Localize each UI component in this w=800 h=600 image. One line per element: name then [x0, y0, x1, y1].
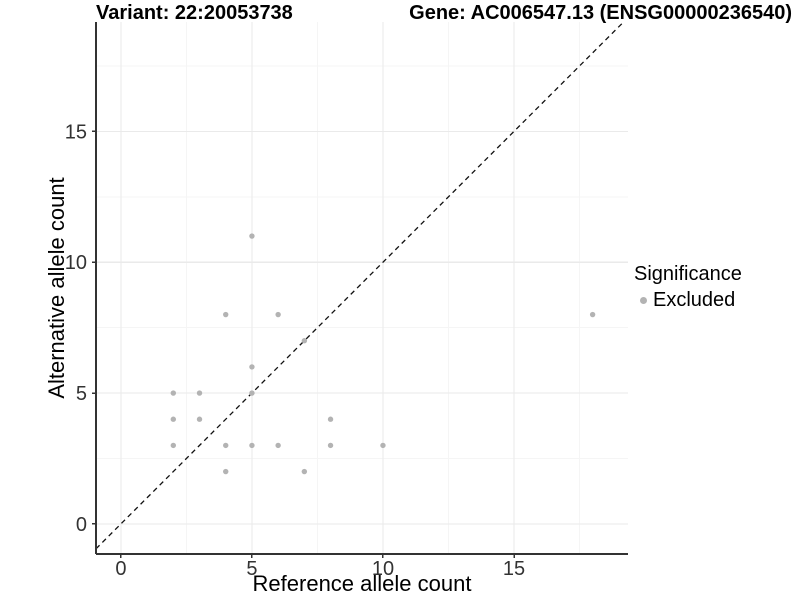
y-tick-label: 0	[76, 514, 87, 536]
data-point	[589, 311, 596, 318]
gene-title: Gene: AC006547.13 (ENSG00000236540)	[409, 2, 792, 24]
y-tick-label: 10	[65, 252, 87, 274]
data-point	[275, 442, 281, 449]
legend: Significance Excluded	[634, 262, 742, 312]
y-tick-label: 15	[65, 121, 87, 143]
legend-title: Significance	[634, 263, 742, 285]
x-tick-label: 0	[115, 558, 126, 580]
data-point	[223, 442, 229, 449]
y-tick-label: 5	[76, 383, 87, 405]
data-point	[223, 468, 229, 475]
x-tick-label: 10	[372, 558, 394, 580]
data-point	[249, 364, 255, 370]
x-tick-label: 15	[503, 558, 525, 580]
variant-title: Variant: 22:20053738	[96, 2, 293, 24]
data-point	[380, 442, 386, 449]
data-point	[196, 416, 203, 422]
data-point	[170, 390, 177, 396]
legend-item-excluded: Excluded	[634, 288, 742, 312]
data-point	[301, 338, 308, 344]
data-point	[301, 468, 308, 475]
data-point	[327, 416, 334, 422]
x-tick-label: 5	[246, 558, 257, 580]
data-point	[249, 233, 255, 239]
data-point	[249, 442, 255, 449]
data-point	[196, 390, 203, 396]
data-point	[275, 311, 281, 318]
data-point	[327, 442, 334, 449]
plot-panel	[96, 22, 628, 554]
legend-point-icon	[640, 296, 647, 304]
x-axis-title: Reference allele count	[252, 571, 472, 596]
data-point	[170, 442, 177, 449]
data-point	[249, 390, 255, 396]
data-point	[223, 311, 229, 318]
legend-item-label: Excluded	[653, 289, 736, 311]
data-point	[170, 416, 177, 422]
identity-line	[96, 22, 625, 550]
